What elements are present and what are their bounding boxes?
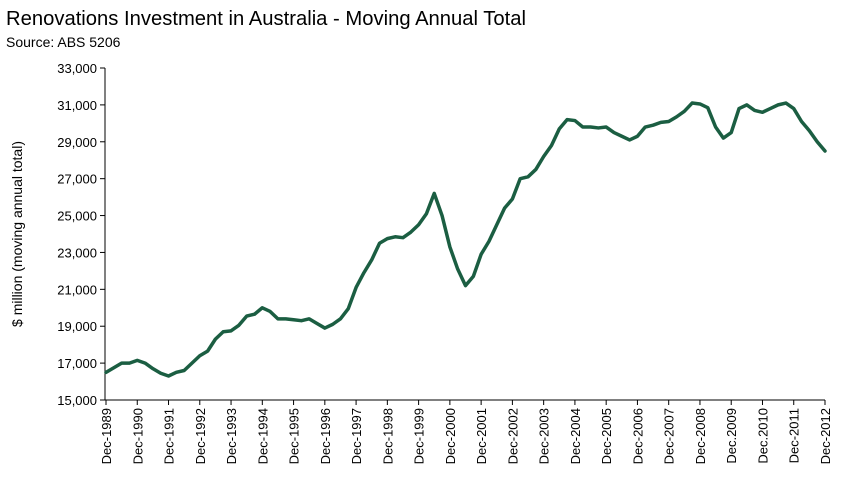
- x-tick-label: Dec.2009: [724, 408, 739, 464]
- x-tick-label: Dec-2011: [787, 408, 802, 463]
- x-tick-label: Dec-1989: [99, 408, 114, 464]
- y-tick-label: 21,000: [57, 282, 97, 297]
- x-tick-label: Dec-2007: [662, 408, 677, 464]
- x-tick-label: Dec-1991: [162, 408, 177, 464]
- x-tick-label: Dec-1995: [287, 408, 302, 464]
- x-tick-label: Dec-2005: [599, 408, 614, 464]
- y-tick-label: 25,000: [57, 209, 97, 224]
- x-tick-label: Dec-1996: [318, 408, 333, 464]
- x-tick-label: Dec-2012: [818, 408, 833, 464]
- y-tick-label: 23,000: [57, 245, 97, 260]
- x-tick-label: Dec-1998: [380, 408, 395, 464]
- y-tick-label: 33,000: [57, 61, 97, 76]
- x-tick-label: Dec-2003: [537, 408, 552, 464]
- y-tick-label: 15,000: [57, 393, 97, 408]
- y-tick-label: 29,000: [57, 135, 97, 150]
- chart-subtitle: Source: ABS 5206: [6, 34, 121, 50]
- x-tick-label: Dec-2000: [443, 408, 458, 464]
- y-axis-label: $ million (moving annual total): [9, 141, 25, 327]
- x-tick-label: Dec-2001: [474, 408, 489, 464]
- x-tick-label: Dec-2008: [693, 408, 708, 464]
- x-tick-label: Dec-1999: [412, 408, 427, 464]
- x-tick-label: Dec-1990: [130, 408, 145, 464]
- x-tick-label: Dec.2010: [755, 408, 770, 464]
- x-tick-label: Dec-2004: [568, 408, 583, 464]
- y-tick-label: 19,000: [57, 319, 97, 334]
- chart-title: Renovations Investment in Australia - Mo…: [6, 8, 526, 30]
- y-tick-label: 31,000: [57, 98, 97, 113]
- line: [104, 101, 827, 378]
- x-tick-label: Dec-1997: [349, 408, 364, 464]
- y-tick-label: 17,000: [57, 356, 97, 371]
- y-tick-label: 27,000: [57, 172, 97, 187]
- x-tick-label: Dec-2002: [505, 408, 520, 464]
- x-tick-label: Dec-1992: [193, 408, 208, 464]
- x-tick-label: Dec-1993: [224, 408, 239, 464]
- x-tick-label: Dec-1994: [255, 408, 270, 464]
- x-tick-label: Dec-2006: [630, 408, 645, 464]
